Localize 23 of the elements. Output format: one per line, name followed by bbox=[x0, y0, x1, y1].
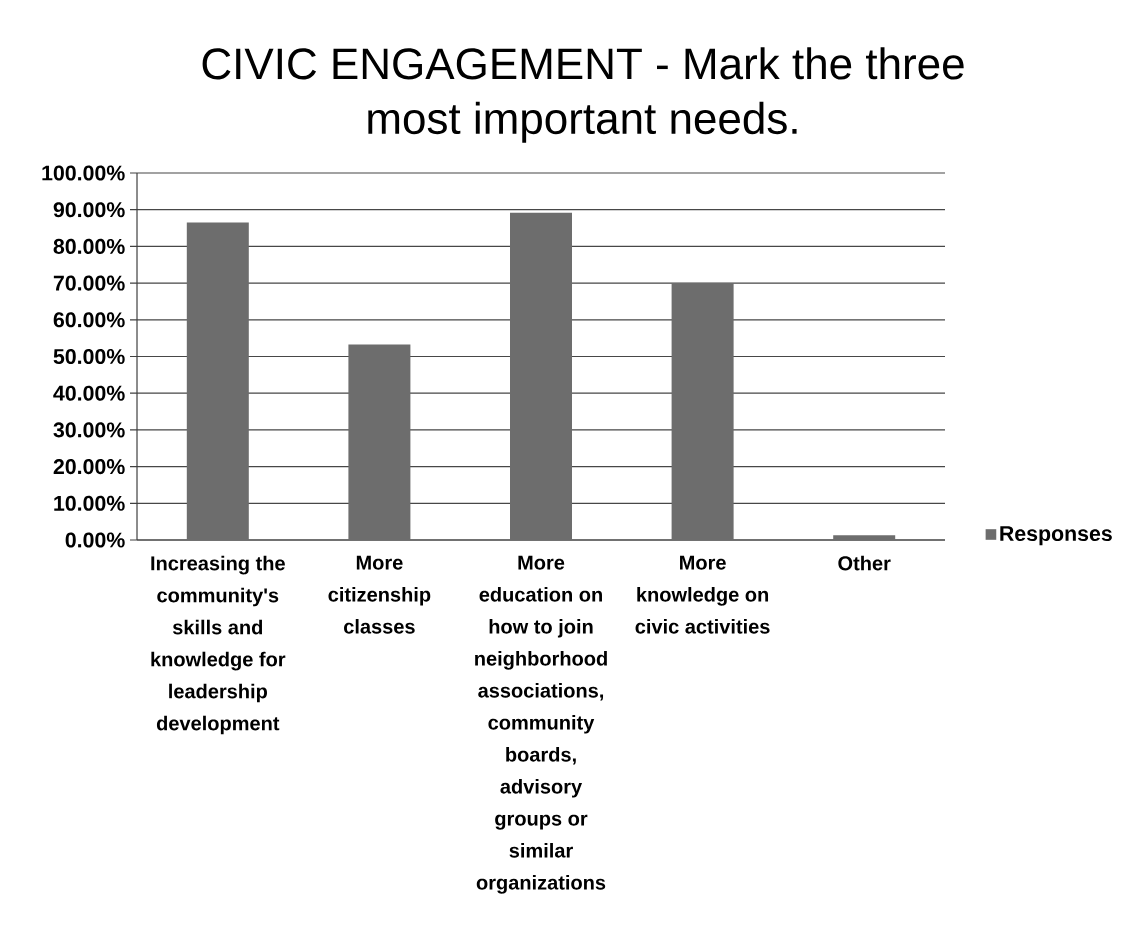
x-tick-label: More knowledge on civic activities bbox=[635, 555, 770, 634]
y-tick-label: 90.00% bbox=[53, 202, 125, 218]
bar bbox=[510, 212, 572, 540]
y-tick-label: 30.00% bbox=[53, 422, 125, 438]
y-tick-label: 100.00% bbox=[42, 165, 125, 181]
bar bbox=[833, 535, 896, 540]
y-tick-label: 0.00% bbox=[65, 532, 125, 548]
category-label: More education on how to join neighborhood associations, community boards, advisory groups or similar organizations bbox=[475, 555, 607, 894]
bar bbox=[671, 283, 734, 540]
y-tick-label: 10.00% bbox=[54, 495, 125, 511]
legend-label: Responses bbox=[1000, 526, 1112, 546]
y-tick-label: 80.00% bbox=[53, 238, 125, 254]
bar bbox=[348, 344, 411, 540]
x-tick-label: Other bbox=[838, 555, 891, 571]
chart-title: CIVIC ENGAGEMENT - Mark the three most important needs. bbox=[202, 47, 964, 143]
y-tick-label: 20.00% bbox=[53, 459, 125, 475]
y-tick-label: 60.00% bbox=[53, 312, 125, 328]
x-tick-label: More citizenship classes bbox=[328, 555, 431, 634]
bar bbox=[186, 222, 249, 540]
x-tick-label: Increasing the community's skills and knowledge for leadership development bbox=[151, 555, 286, 735]
y-tick-label: 70.00% bbox=[53, 275, 125, 291]
y-tick-label: 40.00% bbox=[53, 385, 125, 401]
y-tick-label: 50.00% bbox=[53, 348, 125, 365]
